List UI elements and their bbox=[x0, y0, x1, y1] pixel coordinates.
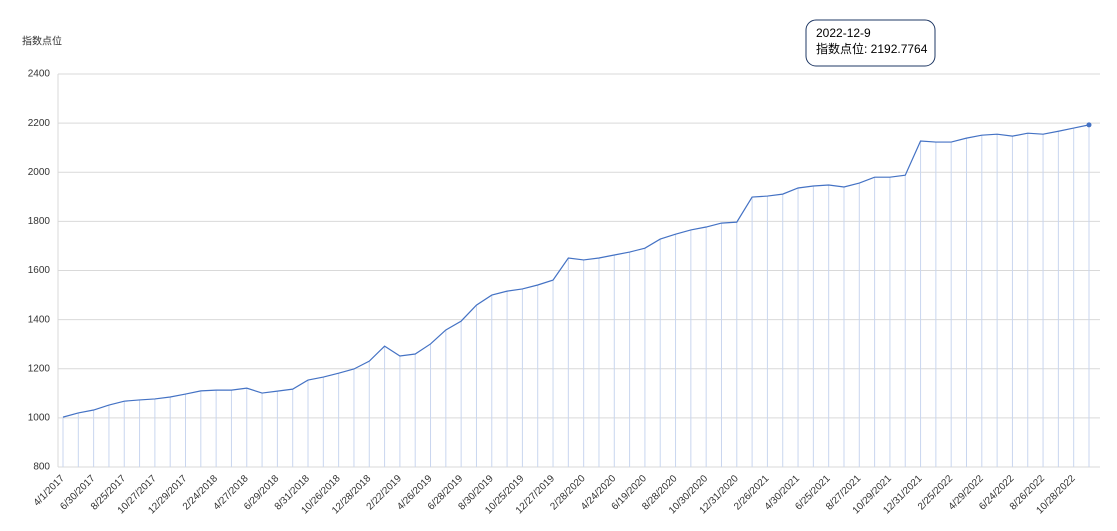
y-tick-label: 2400 bbox=[28, 69, 51, 80]
y-tick-label: 800 bbox=[33, 462, 50, 473]
tooltip: 2022-12-9 指数点位: 2192.7764 bbox=[805, 19, 936, 67]
tooltip-title: 2022-12-9 bbox=[816, 26, 871, 40]
y-tick-label: 1000 bbox=[28, 413, 51, 424]
tooltip-text: 指数点位: 2192.7764 bbox=[816, 41, 928, 56]
y-tick-label: 1400 bbox=[28, 314, 51, 325]
y-tick-label: 1200 bbox=[28, 363, 51, 374]
y-tick-label: 2200 bbox=[28, 118, 51, 129]
y-axis-title: 指数点位 bbox=[22, 35, 62, 48]
tooltip-box bbox=[805, 19, 936, 67]
y-tick-label: 2000 bbox=[28, 167, 51, 178]
series-line bbox=[62, 124, 1090, 418]
y-tick-label: 1800 bbox=[28, 216, 51, 227]
hover-point bbox=[1086, 122, 1092, 128]
y-tick-label: 1600 bbox=[28, 265, 51, 276]
